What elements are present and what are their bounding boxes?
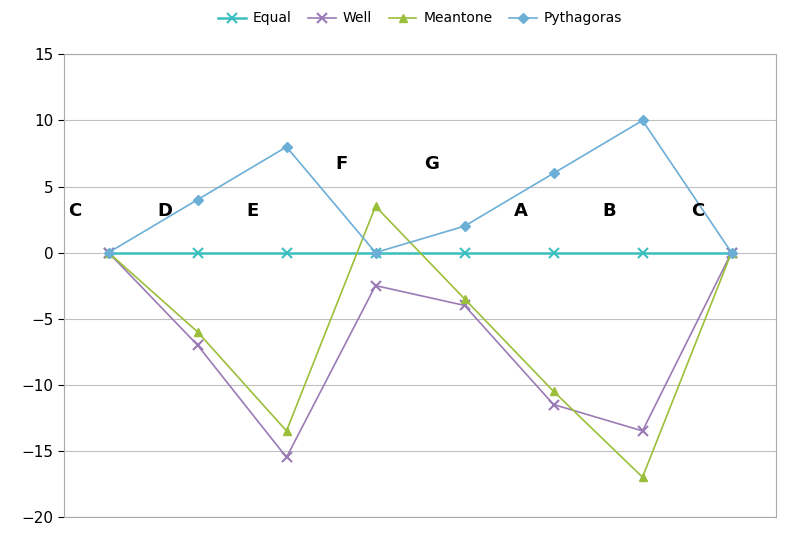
Well	[282, 454, 291, 461]
Well	[726, 249, 736, 256]
Well	[370, 282, 380, 289]
Text: G: G	[425, 155, 439, 174]
Equal	[638, 249, 647, 256]
Pythagoras	[282, 144, 291, 150]
Equal	[282, 249, 291, 256]
Meantone	[638, 474, 647, 480]
Line: Well: Well	[104, 248, 736, 462]
Line: Meantone: Meantone	[104, 202, 736, 481]
Equal	[104, 249, 114, 256]
Text: D: D	[158, 201, 173, 220]
Well	[460, 302, 470, 308]
Meantone	[460, 295, 470, 302]
Pythagoras	[460, 223, 470, 230]
Pythagoras	[638, 117, 647, 123]
Text: B: B	[602, 201, 616, 220]
Line: Equal: Equal	[104, 248, 736, 257]
Equal	[370, 249, 380, 256]
Pythagoras	[549, 170, 558, 177]
Meantone	[726, 249, 736, 256]
Pythagoras	[104, 249, 114, 256]
Equal	[549, 249, 558, 256]
Equal	[726, 249, 736, 256]
Equal	[193, 249, 202, 256]
Well	[193, 342, 202, 348]
Text: C: C	[69, 201, 82, 220]
Legend: Equal, Well, Meantone, Pythagoras: Equal, Well, Meantone, Pythagoras	[212, 6, 628, 31]
Equal	[460, 249, 470, 256]
Well	[104, 249, 114, 256]
Meantone	[282, 428, 291, 434]
Text: F: F	[335, 155, 348, 174]
Meantone	[193, 329, 202, 335]
Well	[638, 428, 647, 434]
Text: C: C	[691, 201, 705, 220]
Pythagoras	[726, 249, 736, 256]
Text: E: E	[246, 201, 258, 220]
Meantone	[104, 249, 114, 256]
Line: Pythagoras: Pythagoras	[105, 117, 735, 256]
Well	[549, 401, 558, 408]
Meantone	[370, 203, 380, 209]
Pythagoras	[193, 196, 202, 203]
Meantone	[549, 388, 558, 394]
Text: A: A	[514, 201, 527, 220]
Pythagoras	[370, 249, 380, 256]
